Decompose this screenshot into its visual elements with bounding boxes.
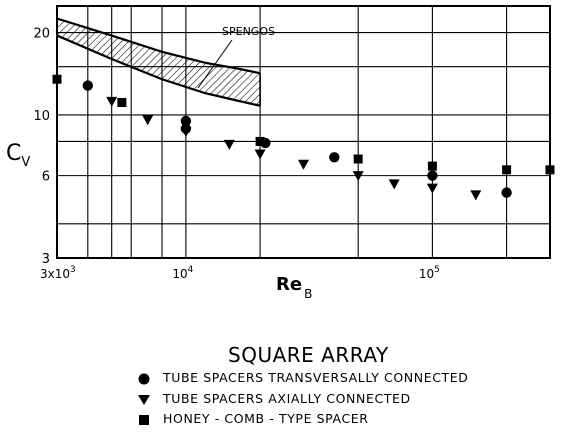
square-marker bbox=[353, 154, 363, 164]
legend-label-honeycomb: HONEY - COMB - TYPE SPACER bbox=[163, 411, 369, 426]
legend-title: SQUARE ARRAY bbox=[228, 343, 389, 367]
y-axis-label: CV bbox=[6, 141, 30, 170]
triangle-marker bbox=[106, 96, 118, 107]
triangle-marker bbox=[223, 139, 235, 150]
triangle-marker bbox=[180, 126, 192, 137]
square-marker-icon bbox=[137, 411, 163, 427]
band-upper-edge bbox=[57, 17, 261, 75]
y-tick-label: 20 bbox=[33, 27, 50, 42]
triangle-marker bbox=[426, 183, 438, 194]
triangle-marker bbox=[352, 171, 364, 182]
circle-marker bbox=[329, 152, 340, 163]
triangle-marker bbox=[470, 190, 482, 201]
square-marker bbox=[255, 136, 265, 146]
legend-label-transversal: TUBE SPACERS TRANSVERSALLY CONNECTED bbox=[163, 370, 469, 385]
square-marker bbox=[117, 98, 127, 108]
y-tick-label: 6 bbox=[42, 170, 50, 185]
legend-item-axial: TUBE SPACERS AXIALLY CONNECTED bbox=[137, 391, 411, 407]
band-label-leader bbox=[197, 39, 233, 89]
circle-marker bbox=[427, 170, 438, 181]
x-tick-label: 104 bbox=[172, 265, 193, 281]
plot-svg: 3 6 10 20 3x103 104 105 CV Re B SPENGOS bbox=[6, 5, 555, 300]
x-tick-label: 3x103 bbox=[40, 265, 76, 281]
data-markers bbox=[52, 74, 555, 201]
spengos-band bbox=[57, 17, 261, 107]
band-label: SPENGOS bbox=[222, 25, 275, 38]
x-axis-label: Re B bbox=[276, 274, 312, 300]
legend-label-axial: TUBE SPACERS AXIALLY CONNECTED bbox=[163, 391, 411, 406]
circle-marker bbox=[501, 187, 512, 198]
y-tick-label: 3 bbox=[42, 252, 50, 267]
tick-labels: 3 6 10 20 3x103 104 105 bbox=[33, 27, 439, 281]
circle-marker bbox=[82, 80, 93, 91]
band-fill bbox=[57, 18, 261, 106]
circle-marker-icon bbox=[137, 370, 163, 386]
y-tick-label: 10 bbox=[33, 109, 50, 124]
square-marker bbox=[502, 165, 512, 175]
triangle-down-marker-icon bbox=[137, 391, 163, 407]
x-tick-label: 105 bbox=[419, 265, 440, 281]
triangle-marker bbox=[298, 159, 309, 170]
legend-item-transversal: TUBE SPACERS TRANSVERSALLY CONNECTED bbox=[137, 370, 469, 386]
plot-frame bbox=[56, 5, 551, 259]
band-lower-edge bbox=[57, 34, 261, 107]
triangle-marker bbox=[388, 179, 400, 190]
square-marker bbox=[427, 161, 437, 171]
triangle-marker bbox=[254, 149, 266, 160]
circle-marker bbox=[180, 115, 192, 127]
triangle-marker bbox=[142, 115, 154, 126]
legend-item-honeycomb: HONEY - COMB - TYPE SPACER bbox=[137, 411, 369, 427]
